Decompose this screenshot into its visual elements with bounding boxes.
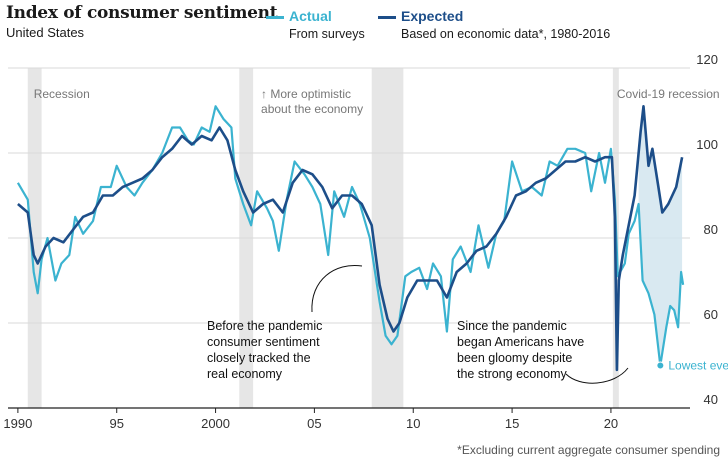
legend-expected-name: Expected [401, 8, 464, 24]
gap-fill-area [638, 106, 683, 366]
annotation-optimistic-line-1: about the economy [261, 102, 363, 116]
annotation-since-line-1: began Americans have [457, 335, 584, 349]
legend-expected: Expected Based on economic data*, 1980-2… [378, 8, 610, 41]
series-line-actual [16, 105, 685, 367]
x-tick-label-20: 20 [604, 416, 618, 431]
annotation-lowest-ever: Lowest ever [668, 359, 728, 373]
chart-subtitle: United States [6, 25, 85, 40]
annotation-before-line-1: consumer sentiment [207, 335, 320, 349]
x-tick-label-15: 15 [505, 416, 519, 431]
x-tick-label-10: 10 [406, 416, 420, 431]
x-tick-label-05: 05 [307, 416, 321, 431]
annotation-before-line-3: real economy [207, 367, 283, 381]
annotation-optimistic-line-0: ↑ More optimistic [261, 87, 351, 101]
annotation-before-line-2: closely tracked the [207, 351, 311, 365]
annotation-since-line-0: Since the pandemic [457, 319, 567, 333]
shade-label-1: Covid-19 recession [617, 87, 720, 101]
footnote: *Excluding current aggregate consumer sp… [457, 443, 720, 457]
annotation-before-leader [311, 264, 363, 313]
x-tick-label-95: 95 [109, 416, 123, 431]
legend-actual-name: Actual [289, 8, 332, 24]
legend-expected-swatch [378, 16, 396, 20]
y-tick-label-120: 120 [696, 52, 718, 67]
x-tick-label-1990: 1990 [3, 416, 32, 431]
annotation-since-leader [565, 367, 629, 384]
lowest-point-marker [656, 361, 665, 370]
annotation-since-line-2: been gloomy despite [457, 351, 572, 365]
legend-actual: Actual From surveys [266, 8, 365, 41]
legend-expected-desc: Based on economic data*, 1980-2016 [401, 27, 611, 41]
y-tick-label-60: 60 [704, 307, 718, 322]
y-tick-label-80: 80 [704, 222, 718, 237]
legend-actual-swatch [266, 16, 284, 20]
legend-actual-desc: From surveys [289, 27, 365, 41]
x-tick-label-2000: 2000 [201, 416, 230, 431]
chart-title: Index of consumer sentiment [6, 3, 278, 23]
annotation-before-line-0: Before the pandemic [207, 319, 322, 333]
y-tick-label-100: 100 [696, 137, 718, 152]
series-line-expected [17, 105, 684, 372]
shade-label-0: Recession [34, 87, 90, 101]
y-tick-label-40: 40 [704, 392, 718, 407]
annotation-since-line-3: the strong economy [457, 367, 568, 381]
